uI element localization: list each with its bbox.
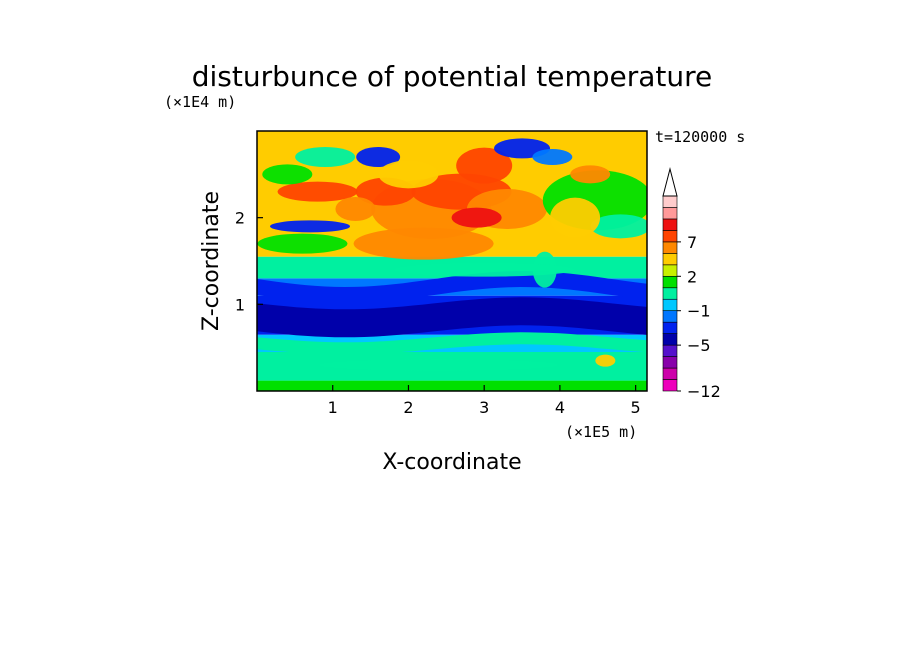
x-axis: 1 2 3 4 5 [328,385,641,417]
field-feature [335,197,376,221]
colorbar-tick-label: 7 [687,233,697,252]
field-feature [257,233,348,254]
colorbar-tick-label: 2 [687,267,697,286]
y-unit-label: (×1E4 m) [164,93,236,111]
contour-field [257,131,647,391]
colorbar-segment [662,241,678,254]
colorbar-segment [662,207,678,220]
field-feature [550,197,601,238]
field-band [257,380,647,391]
colorbar-segment [662,195,678,208]
y-axis: 12 [235,209,263,314]
x-tick-label: 3 [479,398,489,417]
colorbar-segment [662,275,678,289]
y-tick-label: 2 [235,209,245,228]
x-tick-label: 5 [631,398,641,417]
field-contour [257,297,647,338]
colorbar-extend-arrow [662,167,678,197]
colorbar-segment [662,230,678,243]
colorbar-segment [662,367,678,380]
colorbar-tick-label: −1 [687,302,711,321]
field-feature [595,354,616,367]
x-unit-label: (×1E5 m) [565,423,637,441]
field-feature [295,147,356,167]
chart-title: disturbunce of potential temperature [192,60,713,93]
field-feature [394,262,575,277]
colorbar-segment [662,264,678,277]
x-axis-label: X-coordinate [382,450,521,475]
colorbar-segment [662,333,678,346]
time-label: t=120000 s [655,128,745,146]
field-contour [257,332,647,355]
colorbar: 7 2 −1 −5 −12 [662,167,721,401]
colorbar-segment [662,344,678,357]
field-feature [262,164,313,185]
colorbar-segment [662,310,678,323]
colorbar-tick-label: −12 [687,382,721,401]
field-feature [532,149,573,165]
colorbar-segment [662,218,678,231]
y-tick-label: 1 [235,295,245,314]
colorbar-segment [662,356,678,369]
field-feature [570,165,611,184]
field-feature [590,214,647,239]
field-feature [356,147,401,167]
field-feature [270,220,351,233]
y-axis-label: Z-coordinate [199,191,224,331]
plot-frame [256,130,648,392]
field-feature [277,181,358,202]
colorbar-segment [662,298,678,312]
colorbar-segment [662,287,678,300]
x-tick-label: 1 [328,398,338,417]
x-tick-label: 4 [555,398,565,417]
field-feature [353,227,494,260]
field-feature [451,207,502,228]
x-tick-label: 2 [403,398,413,417]
colorbar-segment [662,379,678,392]
field-feature [318,359,559,371]
colorbar-segment [662,253,678,266]
colorbar-tick-label: −5 [687,336,711,355]
field-feature [378,160,439,189]
colorbar-segment [662,321,678,334]
